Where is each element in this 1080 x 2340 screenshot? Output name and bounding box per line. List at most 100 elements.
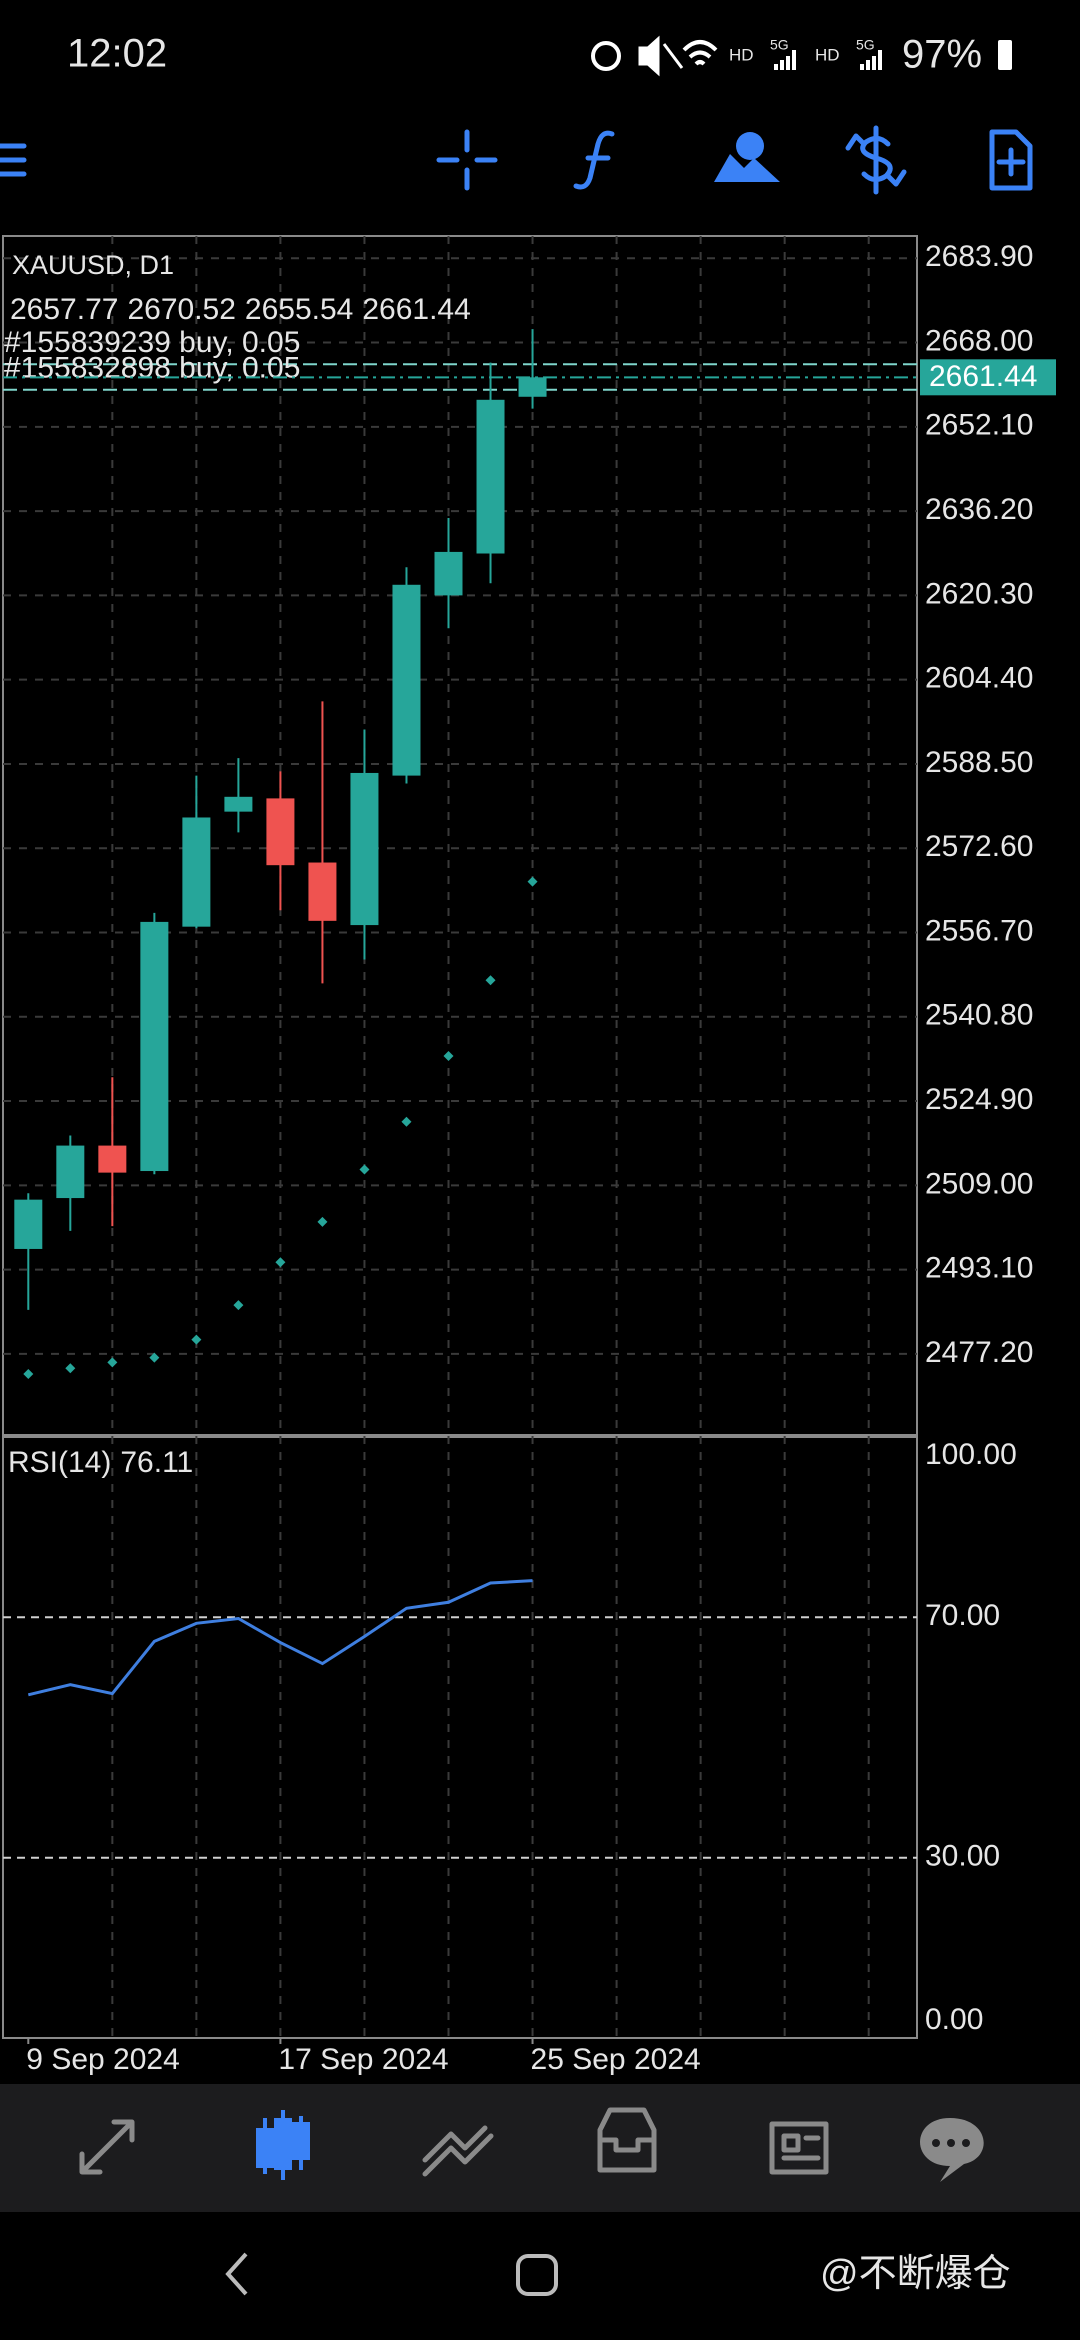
current-price-box bbox=[920, 359, 1056, 396]
y-tick-label: 2636.20 bbox=[925, 493, 1033, 526]
rsi-tick-label: 30.00 bbox=[925, 1840, 1000, 1873]
trade-button[interactable] bbox=[845, 125, 907, 195]
price-pane bbox=[2, 235, 918, 1436]
sar-dot bbox=[275, 1257, 286, 1268]
chart-tab[interactable] bbox=[256, 2110, 310, 2180]
rsi-readout: RSI(14) 76.11 bbox=[8, 1446, 193, 1479]
rsi-tick-label: 70.00 bbox=[925, 1599, 1000, 1632]
dot bbox=[947, 2139, 955, 2147]
status-icons: HD 5G HD 5G bbox=[591, 35, 1012, 77]
menu-button[interactable] bbox=[0, 143, 27, 177]
new-order-button[interactable] bbox=[989, 129, 1033, 191]
candle-body bbox=[182, 817, 211, 927]
network-label: 5G bbox=[856, 37, 875, 53]
candle-body bbox=[434, 551, 463, 596]
candle-body bbox=[392, 584, 421, 776]
objects-button-dot bbox=[736, 132, 764, 160]
order-label: #155839239 buy, 0.05 bbox=[4, 326, 300, 359]
crosshair-button[interactable] bbox=[436, 129, 498, 191]
bottom-nav-icons bbox=[79, 2107, 984, 2182]
sar-dot bbox=[317, 1216, 328, 1227]
open-value: 2657.77 bbox=[10, 293, 118, 326]
back-button[interactable] bbox=[225, 2252, 248, 2296]
y-tick-label: 2540.80 bbox=[925, 999, 1033, 1032]
candle-body bbox=[56, 1145, 85, 1199]
candle-body bbox=[14, 1199, 43, 1249]
high-value: 2670.52 bbox=[127, 293, 235, 326]
y-tick-label: 2588.50 bbox=[925, 746, 1033, 779]
battery-level: 97% bbox=[902, 33, 982, 77]
rsi-line bbox=[27, 1579, 533, 1697]
rsi-value: 76.11 bbox=[120, 1446, 193, 1479]
mute-icon bbox=[638, 35, 684, 77]
news-tab[interactable] bbox=[769, 2121, 829, 2175]
candle-body bbox=[140, 921, 169, 1172]
current-price-label: 2661.44 bbox=[929, 360, 1037, 393]
symbol-label: XAUUSD, D1 bbox=[12, 250, 174, 280]
signal-icon bbox=[860, 50, 882, 70]
sar-dot bbox=[107, 1357, 118, 1368]
y-tick-label: 2509.00 bbox=[925, 1167, 1033, 1200]
y-tick-label: 2524.90 bbox=[925, 1083, 1033, 1116]
network-label: HD bbox=[729, 45, 754, 64]
sar-dot bbox=[443, 1051, 454, 1062]
sar-dot bbox=[527, 876, 538, 887]
network-label: HD bbox=[815, 45, 840, 64]
close-value: 2661.44 bbox=[362, 293, 470, 326]
watermark: @不断爆仓 bbox=[820, 2253, 1011, 2295]
sar-dot bbox=[359, 1164, 370, 1175]
y-tick-label: 2620.30 bbox=[925, 577, 1033, 610]
plot: 2683.90 2668.00 2652.10 2636.20 2620.30 2604.… bbox=[3, 240, 1056, 2076]
trade-tab[interactable] bbox=[422, 2125, 494, 2177]
sar-dot bbox=[23, 1369, 34, 1380]
candle-body bbox=[476, 399, 505, 554]
clock: 12:02 bbox=[67, 32, 167, 76]
quotes-tab[interactable] bbox=[79, 2119, 135, 2175]
x-tick-label: 25 Sep 2024 bbox=[531, 2043, 701, 2076]
history-tab[interactable] bbox=[597, 2107, 657, 2173]
candle-body bbox=[308, 862, 337, 921]
ohlc-readout: 2657.77 2670.52 2655.54 2661.44 bbox=[10, 293, 471, 326]
rsi-tick-label: 0.00 bbox=[925, 2003, 983, 2036]
network-label: 5G bbox=[770, 37, 789, 53]
wifi-icon bbox=[682, 40, 718, 66]
indicators-button[interactable] bbox=[573, 130, 615, 190]
candle-body bbox=[98, 1145, 127, 1173]
toolbar bbox=[0, 125, 1033, 195]
home-button[interactable] bbox=[516, 2254, 558, 2296]
x-tick-label: 17 Sep 2024 bbox=[278, 2043, 448, 2076]
messages-tab[interactable] bbox=[920, 2118, 984, 2182]
candle-body bbox=[224, 796, 253, 812]
sar-dot bbox=[65, 1363, 76, 1374]
objects-button[interactable] bbox=[714, 154, 780, 182]
y-tick-label: 2477.20 bbox=[925, 1336, 1033, 1369]
rsi-tick-label: 100.00 bbox=[925, 1438, 1017, 1471]
y-tick-label: 2604.40 bbox=[925, 662, 1033, 695]
y-tick-label: 2652.10 bbox=[925, 409, 1033, 442]
dot bbox=[962, 2139, 970, 2147]
sar-dot bbox=[233, 1300, 244, 1311]
dot bbox=[932, 2139, 940, 2147]
alarm-icon bbox=[591, 41, 621, 71]
candle-body bbox=[518, 377, 547, 397]
sar-dot bbox=[191, 1334, 202, 1345]
rsi-pane bbox=[2, 1436, 918, 2039]
signal-icon bbox=[774, 50, 796, 70]
rsi-label: RSI(14) bbox=[8, 1446, 111, 1479]
candle-body bbox=[350, 772, 379, 926]
y-tick-label: 2683.90 bbox=[925, 240, 1033, 273]
y-tick-label: 2668.00 bbox=[925, 324, 1033, 357]
y-tick-label: 2556.70 bbox=[925, 914, 1033, 947]
x-tick-label: 9 Sep 2024 bbox=[26, 2043, 179, 2076]
sar-dot bbox=[401, 1116, 412, 1127]
battery-icon bbox=[998, 40, 1012, 70]
low-value: 2655.54 bbox=[245, 293, 353, 326]
y-tick-label: 2572.60 bbox=[925, 830, 1033, 863]
y-tick-label: 2493.10 bbox=[925, 1252, 1033, 1285]
candle-body bbox=[266, 798, 295, 866]
order-label: #155832898 buy, 0.05 bbox=[4, 352, 300, 385]
sar-dot bbox=[485, 975, 496, 986]
sar-dot bbox=[149, 1352, 160, 1363]
bottom-nav bbox=[0, 2084, 1080, 2212]
